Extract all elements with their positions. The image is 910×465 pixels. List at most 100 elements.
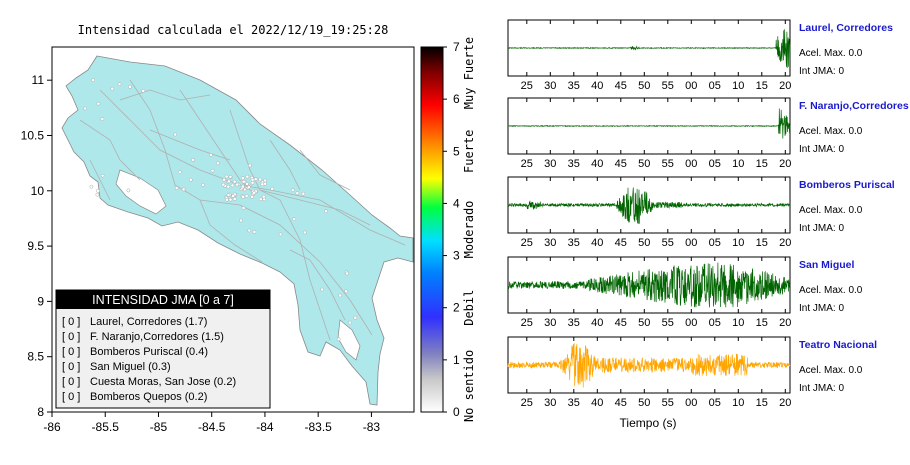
station-dot: [210, 168, 215, 173]
station-dot: [250, 180, 255, 185]
station-dot: [324, 209, 328, 213]
waveform-jma: Int JMA: 0: [799, 303, 844, 314]
station-dot: [245, 174, 250, 179]
waveform-jma: Int JMA: 0: [799, 383, 844, 394]
station-dot: [110, 86, 115, 91]
waveform-tick-label: 30: [544, 397, 556, 409]
map-y-tick-label: 10.5: [21, 128, 45, 142]
station-dot: [225, 197, 229, 202]
colorbar: 0 1 2 3 4 5 6 7 No sentido Debil Moderado Fuerte Mu…: [420, 37, 476, 422]
station-dot: [253, 177, 258, 182]
map-x-tick-label: -85.5: [92, 420, 120, 434]
legend-header: [56, 290, 270, 309]
station-dot: [95, 192, 100, 197]
map-y-tick-label: 9.5: [27, 239, 44, 253]
station-dot: [241, 206, 246, 210]
waveform-tick-label: 40: [591, 317, 603, 329]
station-dot: [295, 191, 300, 196]
waveform-trace: [507, 108, 791, 139]
legend-entry-label: Bomberos Quepos (0.2): [90, 391, 207, 403]
waveform-tick-label: 20: [779, 317, 791, 329]
map-y-tick-label: 11: [32, 73, 45, 87]
station-dot: [240, 176, 245, 181]
waveform-jma: Int JMA: 0: [799, 66, 844, 77]
station-dot: [231, 194, 235, 198]
station-dot: [173, 132, 178, 137]
waveform-tick-label: 00: [685, 397, 697, 409]
waveform-trace: [507, 29, 791, 68]
waveform-tick-label: 10: [732, 317, 744, 329]
waveform-tick-label: 30: [544, 158, 556, 170]
waveform-tick-label: 20: [779, 158, 791, 170]
waveform-trace: [507, 343, 791, 388]
waveform-tick-label: 00: [685, 80, 697, 92]
station-dot: [89, 184, 94, 189]
station-dot: [278, 232, 283, 237]
waveform-tick-label: 25: [521, 397, 533, 409]
station-dot: [232, 179, 237, 184]
colorbar-level-label: Muy Fuerte: [462, 37, 476, 109]
map-x-tick-label: -83: [363, 420, 381, 434]
waveform-tick-label: 55: [662, 237, 674, 249]
waveform-tick-label: 55: [662, 158, 674, 170]
colorbar-tick-label: 3: [453, 249, 460, 263]
station-dot: [126, 188, 131, 193]
waveform-station-name: Laurel, Corredores: [799, 22, 893, 34]
waveform-tick-label: 10: [732, 158, 744, 170]
waveform-tick-label: 25: [521, 158, 533, 170]
waveform-panel: 25 30 35 40 45 50 55 00 05 10 15 20 F. Naranjo,Corre…: [507, 97, 909, 170]
station-dot: [344, 289, 348, 294]
station-dot: [250, 195, 254, 199]
waveform-accel: Acel. Max. 0.0: [799, 205, 863, 216]
station-dot: [141, 89, 146, 93]
station-dot: [100, 117, 105, 121]
waveform-tick-label: 55: [662, 317, 674, 329]
legend-entry-label: F. Naranjo,Corredores (1.5): [90, 331, 224, 343]
colorbar-tick-label: 4: [453, 196, 460, 210]
waveform-accel: Acel. Max. 0.0: [799, 285, 863, 296]
waveform-station-name: San Miguel: [799, 259, 855, 271]
waveform-jma: Int JMA: 0: [799, 144, 844, 155]
waveform-tick-label: 15: [756, 237, 768, 249]
waveform-tick-label: 30: [544, 237, 556, 249]
station-dot: [260, 182, 265, 187]
intensity-legend: INTENSIDAD JMA [0 a 7] [ 0 ] Laurel, Corr…: [55, 289, 271, 409]
waveform-tick-label: 40: [591, 158, 603, 170]
waveform-tick-label: 10: [732, 80, 744, 92]
station-dot: [252, 190, 256, 195]
station-dot: [230, 183, 235, 188]
map-x-tick-label: -85: [150, 420, 168, 434]
station-dot: [241, 179, 246, 184]
waveform-tick-label: 05: [709, 80, 721, 92]
legend-box: [55, 289, 271, 409]
waveform-tick-label: 50: [638, 158, 650, 170]
station-dot: [232, 197, 237, 201]
waveform-tick-label: 25: [521, 317, 533, 329]
waveform-accel: Acel. Max. 0.0: [799, 365, 863, 376]
station-dot: [338, 293, 342, 298]
waveform-tick-label: 35: [568, 397, 580, 409]
map-title: Intensidad calculada el 2022/12/19_19:25…: [78, 23, 389, 37]
waveform-station-name: F. Naranjo,Corredores: [799, 100, 909, 112]
waveform-tick-label: 55: [662, 397, 674, 409]
station-markers: [83, 78, 358, 342]
waveform-tick-label: 45: [615, 317, 627, 329]
legend-entries: [ 0 ] Laurel, Corredores (1.7) [ 0 ] F. Nar…: [62, 316, 236, 403]
colorbar-level-label: No sentido: [462, 350, 476, 422]
legend-entry-label: Cuesta Moras, San Jose (0.2): [90, 376, 236, 388]
waveform-xlabel: Tiempo (s): [620, 416, 677, 430]
station-dot: [209, 153, 213, 157]
station-dot: [246, 185, 251, 190]
legend-entry-prefix: [ 0 ]: [62, 376, 80, 388]
legend-entry-prefix: [ 0 ]: [62, 361, 80, 373]
station-dot: [336, 337, 341, 342]
waveform-tick-label: 20: [779, 237, 791, 249]
station-dot: [181, 187, 186, 192]
waveform-tick-label: 20: [779, 397, 791, 409]
waveform-panels: 25 30 35 40 45 50 55 00 05 10 15 20 Laurel, Corredor…: [507, 19, 909, 409]
station-dot: [117, 82, 122, 87]
waveform-tick-label: 35: [568, 237, 580, 249]
station-dot: [301, 191, 306, 196]
station-dot: [96, 188, 100, 193]
map-y-tick-label: 10: [31, 184, 45, 198]
